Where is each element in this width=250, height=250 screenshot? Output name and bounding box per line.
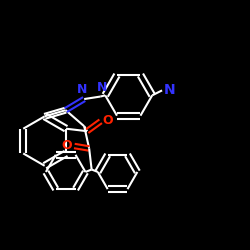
Text: N: N (163, 83, 175, 97)
Text: N: N (77, 83, 88, 96)
Text: O: O (61, 139, 72, 152)
Text: O: O (103, 114, 113, 126)
Text: N: N (96, 80, 107, 94)
